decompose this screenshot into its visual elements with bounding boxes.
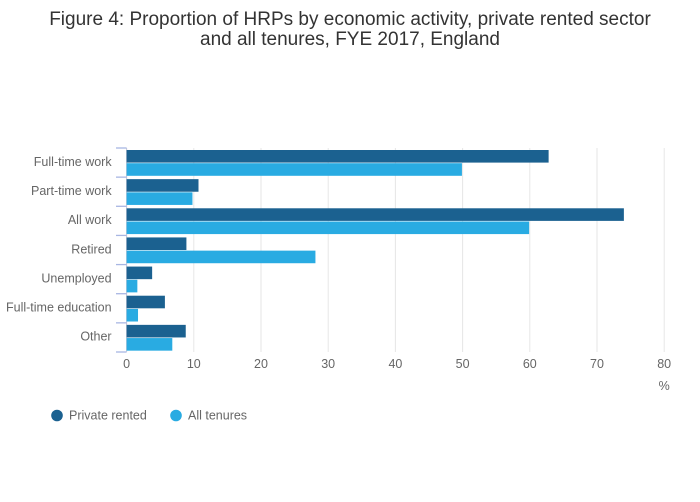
svg-text:Retired: Retired	[71, 242, 111, 256]
svg-text:Other: Other	[80, 330, 111, 344]
svg-text:40: 40	[388, 357, 402, 371]
svg-text:Part-time work: Part-time work	[31, 184, 112, 198]
svg-text:All work: All work	[68, 213, 113, 227]
svg-text:70: 70	[590, 357, 604, 371]
svg-text:50: 50	[456, 357, 470, 371]
svg-text:0: 0	[123, 357, 130, 371]
svg-text:Unemployed: Unemployed	[41, 271, 111, 285]
svg-text:80: 80	[657, 357, 671, 371]
svg-text:Full-time work: Full-time work	[34, 155, 113, 169]
svg-text:10: 10	[187, 357, 201, 371]
svg-text:Private rented: Private rented	[69, 409, 147, 423]
svg-text:60: 60	[523, 357, 537, 371]
svg-text:%: %	[659, 379, 670, 393]
svg-text:30: 30	[321, 357, 335, 371]
svg-text:Full-time education: Full-time education	[6, 301, 112, 315]
svg-text:20: 20	[254, 357, 268, 371]
svg-text:All tenures: All tenures	[188, 409, 247, 423]
